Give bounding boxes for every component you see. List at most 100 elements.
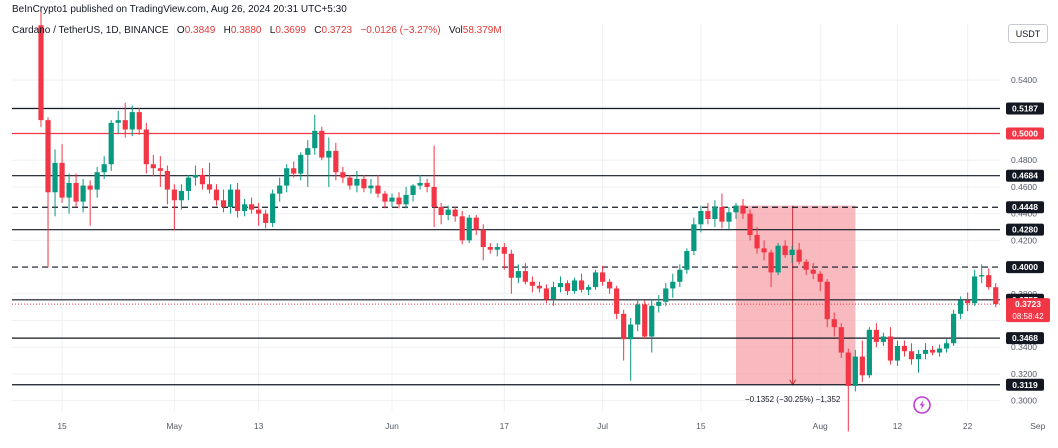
measure-zone[interactable]: [735, 205, 856, 385]
candle-body[interactable]: [578, 280, 585, 290]
candle-body[interactable]: [789, 249, 795, 256]
candle-body[interactable]: [550, 287, 557, 300]
candle-body[interactable]: [705, 210, 711, 219]
level-badge[interactable]: [1006, 261, 1044, 274]
candle-body[interactable]: [501, 247, 507, 254]
candle-body[interactable]: [417, 182, 423, 186]
candle-body[interactable]: [305, 148, 311, 155]
candle-body[interactable]: [993, 287, 999, 305]
candle-body[interactable]: [326, 150, 332, 158]
candle-body[interactable]: [684, 251, 690, 270]
candle-body[interactable]: [972, 276, 978, 304]
candle-body[interactable]: [319, 130, 325, 158]
candle-body[interactable]: [164, 170, 170, 190]
candle-body[interactable]: [333, 150, 339, 173]
candle-body[interactable]: [740, 205, 746, 214]
candle-body[interactable]: [670, 281, 676, 289]
candle-body[interactable]: [480, 229, 486, 248]
candle-body[interactable]: [206, 184, 213, 190]
candle-body[interactable]: [929, 349, 936, 353]
candle-body[interactable]: [361, 178, 367, 189]
candle-body[interactable]: [375, 185, 381, 194]
candle-body[interactable]: [958, 300, 964, 314]
candle-body[interactable]: [656, 301, 662, 306]
candle-body[interactable]: [754, 235, 760, 249]
candle-body[interactable]: [122, 120, 128, 130]
candle-body[interactable]: [691, 224, 697, 252]
candle-body[interactable]: [213, 189, 220, 201]
candle-body[interactable]: [466, 217, 472, 241]
candle-body[interactable]: [66, 182, 72, 198]
candle-body[interactable]: [227, 189, 234, 207]
candle-body[interactable]: [733, 205, 739, 213]
candle-body[interactable]: [824, 281, 830, 320]
candle-body[interactable]: [108, 122, 114, 165]
candle-body[interactable]: [277, 185, 283, 194]
candle-body[interactable]: [965, 300, 971, 304]
candle-body[interactable]: [768, 252, 774, 273]
candle-body[interactable]: [943, 343, 950, 349]
candle-body[interactable]: [115, 120, 121, 123]
candle-body[interactable]: [915, 353, 922, 360]
candle-body[interactable]: [663, 288, 669, 302]
candle-body[interactable]: [136, 112, 142, 130]
candle-body[interactable]: [199, 174, 206, 185]
candle-body[interactable]: [649, 305, 655, 337]
candle-body[interactable]: [241, 204, 248, 211]
candle-body[interactable]: [494, 247, 500, 250]
candle-body[interactable]: [761, 248, 767, 253]
candle-body[interactable]: [747, 213, 753, 236]
candle-body[interactable]: [298, 154, 304, 174]
candle-body[interactable]: [234, 189, 241, 211]
candle-body[interactable]: [424, 182, 430, 187]
candle-body[interactable]: [536, 285, 543, 289]
candle-body[interactable]: [677, 269, 683, 282]
candle-body[interactable]: [52, 162, 58, 193]
candle-body[interactable]: [986, 275, 992, 288]
candle-body[interactable]: [291, 168, 297, 174]
candle-body[interactable]: [852, 356, 858, 386]
candle-body[interactable]: [922, 349, 929, 354]
candle-body[interactable]: [894, 345, 901, 361]
candle-body[interactable]: [607, 281, 613, 289]
candle-body[interactable]: [59, 162, 65, 198]
candle-body[interactable]: [859, 356, 865, 376]
candle-body[interactable]: [979, 275, 985, 277]
candle-body[interactable]: [220, 200, 227, 207]
candle-body[interactable]: [445, 209, 451, 215]
candle-body[interactable]: [698, 210, 704, 225]
candle-body[interactable]: [908, 351, 915, 360]
candle-body[interactable]: [284, 168, 290, 186]
candle-body[interactable]: [592, 272, 599, 288]
candle-body[interactable]: [354, 178, 360, 186]
candle-body[interactable]: [901, 345, 908, 352]
candle-body[interactable]: [642, 304, 648, 337]
candle-body[interactable]: [192, 174, 199, 178]
candle-body[interactable]: [185, 177, 192, 191]
candle-body[interactable]: [796, 249, 802, 262]
candle-body[interactable]: [340, 172, 346, 178]
candle-body[interactable]: [775, 245, 781, 273]
candle-body[interactable]: [403, 194, 409, 205]
candle-body[interactable]: [529, 281, 535, 286]
candle-body[interactable]: [249, 204, 255, 210]
candle-body[interactable]: [101, 164, 107, 173]
candle-body[interactable]: [817, 273, 823, 282]
candle-body[interactable]: [571, 280, 578, 292]
level-badge[interactable]: [1006, 378, 1044, 391]
candle-body[interactable]: [45, 120, 51, 193]
candle-body[interactable]: [628, 324, 634, 340]
candle-body[interactable]: [873, 329, 879, 342]
candle-body[interactable]: [487, 247, 493, 250]
candle-body[interactable]: [866, 329, 872, 376]
candle-body[interactable]: [557, 283, 564, 288]
candle-body[interactable]: [263, 213, 269, 223]
candle-body[interactable]: [621, 313, 627, 340]
candle-body[interactable]: [459, 216, 465, 241]
candle-body[interactable]: [143, 129, 149, 165]
candle-body[interactable]: [73, 182, 79, 202]
candle-body[interactable]: [80, 185, 86, 202]
candle-body[interactable]: [845, 352, 851, 386]
candle-body[interactable]: [396, 197, 402, 205]
